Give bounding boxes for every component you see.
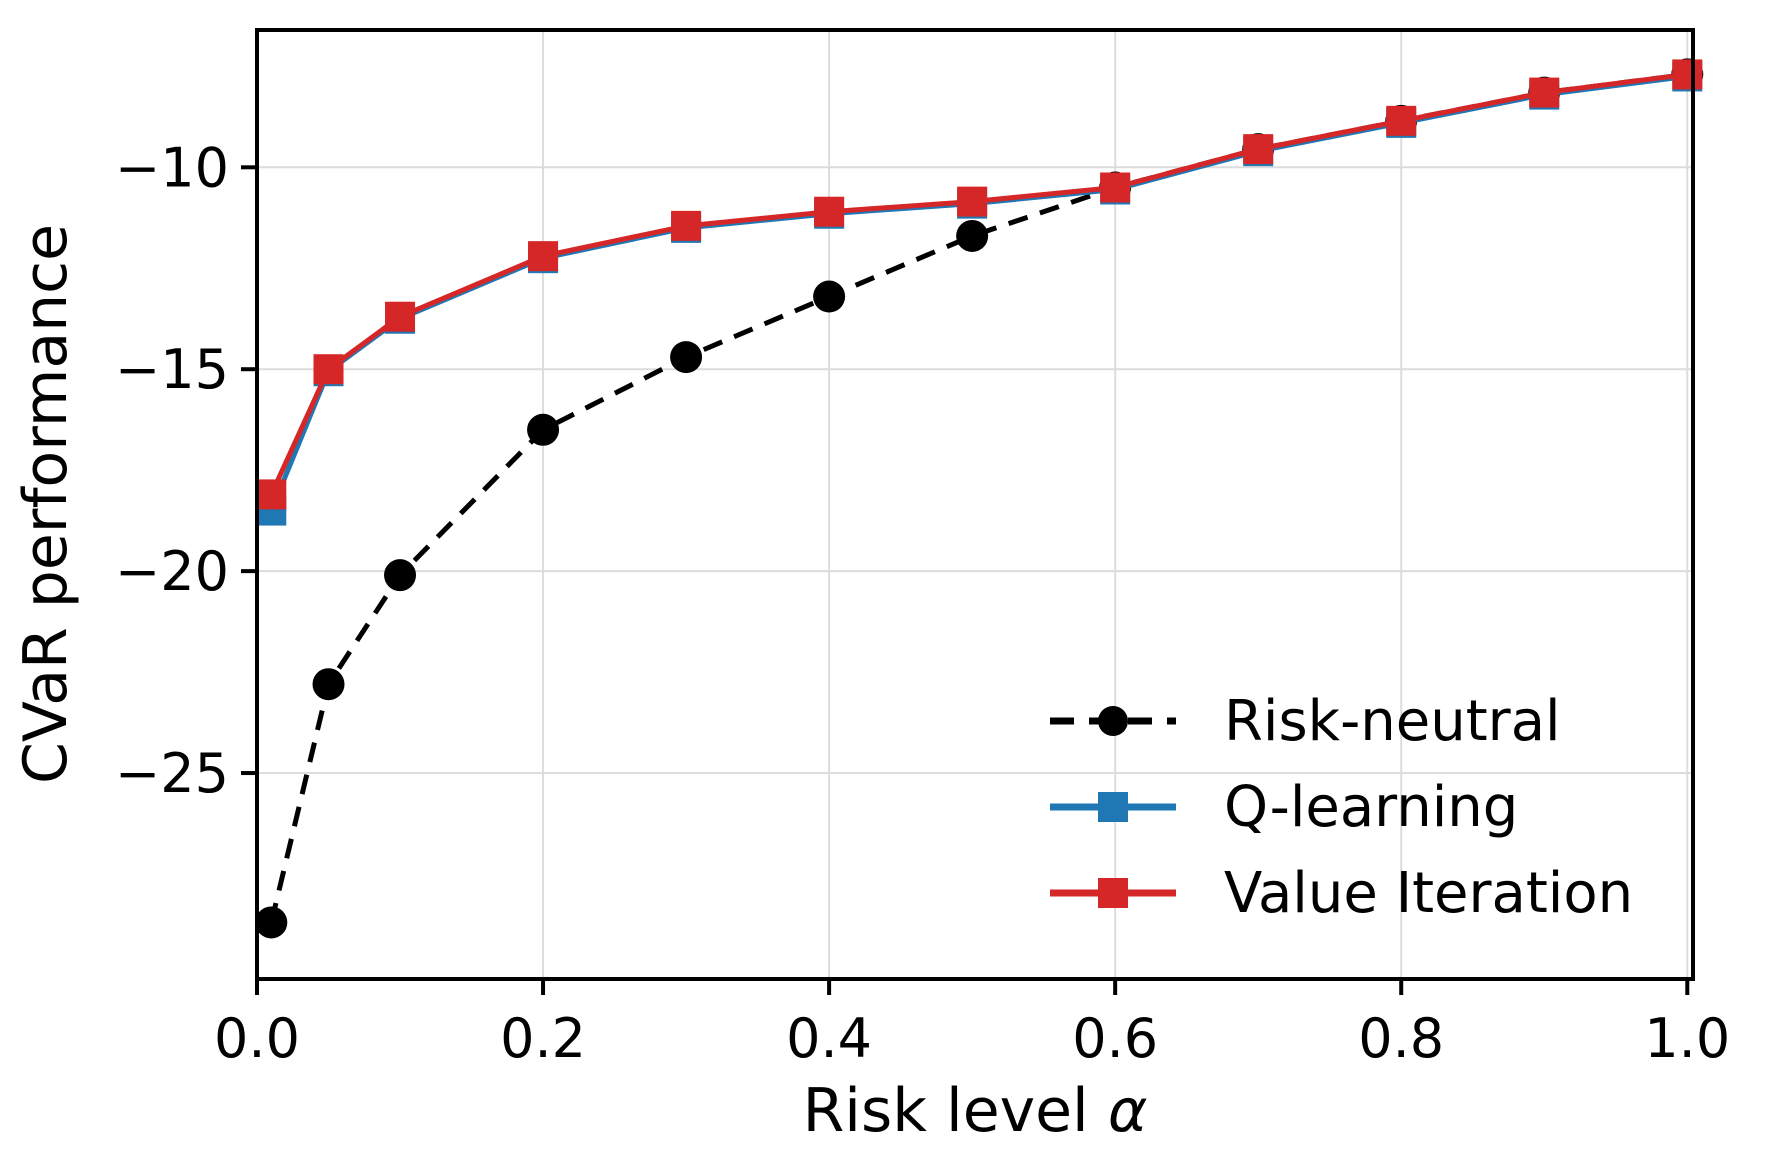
data-point-risk-neutral	[956, 219, 989, 252]
data-point-risk-neutral	[312, 668, 345, 701]
x-axis-label-symbol: α	[1107, 1076, 1148, 1146]
x-axis-label-text: Risk level	[802, 1076, 1089, 1146]
y-tick-label: −10	[115, 136, 229, 199]
y-tick-label: −15	[115, 338, 229, 401]
data-point-value-iteration	[1672, 59, 1703, 90]
x-tick-label: 1.0	[1644, 1007, 1730, 1070]
y-axis-label: CVaR performance	[11, 223, 81, 785]
legend-label: Value Iteration	[1224, 860, 1634, 926]
legend: Risk-neutral Q-learning Value Iteration	[1048, 678, 1633, 936]
data-point-risk-neutral	[813, 280, 846, 313]
axes-box	[255, 28, 1695, 981]
data-point-risk-neutral	[384, 559, 417, 592]
data-point-risk-neutral	[670, 341, 703, 374]
x-axis-label: Risk level α	[803, 1076, 1148, 1146]
data-point-value-iteration	[1100, 172, 1131, 203]
data-point-value-iteration	[1243, 134, 1274, 165]
data-point-value-iteration	[1529, 77, 1560, 108]
data-point-risk-neutral	[255, 906, 288, 939]
data-point-risk-neutral	[527, 413, 560, 446]
data-point-value-iteration	[385, 301, 416, 332]
data-point-value-iteration	[814, 196, 845, 227]
x-tick-label: 0.6	[1072, 1007, 1158, 1070]
x-tick-label: 0.4	[786, 1007, 872, 1070]
legend-swatch-value-iteration	[1050, 878, 1176, 908]
series-line-q-learning	[268, 73, 1688, 512]
y-tick-label: −25	[115, 742, 229, 805]
data-point-value-iteration	[528, 241, 559, 272]
y-tick-label: −20	[115, 540, 229, 603]
legend-swatch-risk-neutral	[1050, 706, 1176, 736]
data-point-value-iteration	[313, 354, 344, 385]
legend-item-q-learning: Q-learning	[1048, 764, 1633, 850]
legend-item-risk-neutral: Risk-neutral	[1048, 678, 1633, 764]
x-tick-label: 0.8	[1358, 1007, 1444, 1070]
data-point-value-iteration	[957, 186, 988, 217]
x-tick-label: 0.0	[214, 1007, 300, 1070]
x-tick-label: 0.2	[500, 1007, 586, 1070]
data-point-value-iteration	[671, 210, 702, 241]
legend-label: Risk-neutral	[1224, 688, 1561, 754]
legend-label: Q-learning	[1224, 774, 1519, 840]
data-point-value-iteration	[256, 479, 287, 510]
legend-item-value-iteration: Value Iteration	[1048, 850, 1633, 936]
legend-swatch-q-learning	[1050, 792, 1176, 822]
data-point-value-iteration	[1386, 105, 1417, 136]
